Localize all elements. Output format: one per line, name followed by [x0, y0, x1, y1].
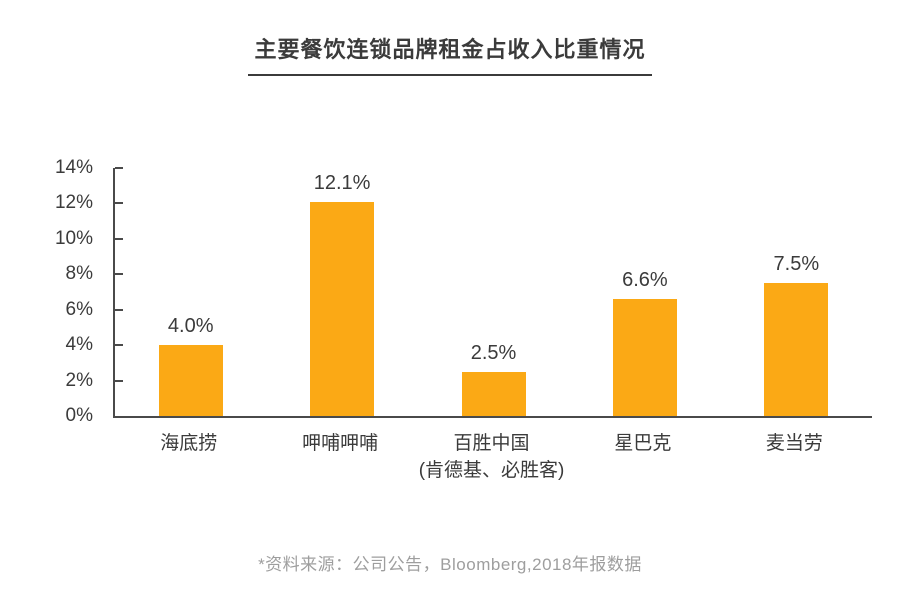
category-label: 百胜中国 (肯德基、必胜客) — [416, 430, 567, 484]
y-axis-tick-label: 14% — [54, 157, 93, 178]
category-label-sub: (肯德基、必胜客) — [418, 460, 565, 481]
y-axis-tick — [115, 273, 123, 276]
category-label: 麦当劳 — [719, 430, 870, 484]
category-label: 海底捞 — [113, 430, 264, 484]
category-label-main: 麦当劳 — [765, 433, 823, 454]
bar-slot: 7.5% — [721, 168, 872, 416]
y-axis-tick-label: 10% — [54, 227, 93, 249]
y-axis-tick — [115, 167, 123, 169]
bar-value-label: 4.0% — [167, 315, 214, 338]
y-axis-tick-label: 6% — [65, 298, 93, 320]
y-axis-labels: 0% 2% 4% 6% 8% 10% 12% 14% — [0, 157, 105, 426]
bar-value-label: 2.5% — [470, 341, 517, 364]
y-axis-tick-label: 12% — [54, 192, 93, 214]
plot-area: 4.0% 12.1% 2.5% 6.6% 7.5% — [113, 167, 872, 418]
y-axis-tick — [115, 344, 123, 347]
y-axis-tick — [115, 308, 123, 311]
chart-title-wrap: 主要餐饮连锁品牌租金占收入比重情况 — [0, 32, 900, 76]
bar — [310, 201, 375, 416]
category-labels-row: 海底捞 呷哺呷哺 百胜中国 (肯德基、必胜客) 星巴克 麦当劳 — [113, 430, 870, 484]
category-label: 呷哺呷哺 — [264, 430, 415, 484]
bar — [764, 283, 829, 416]
bar-slot: 4.0% — [115, 168, 266, 416]
bar — [158, 345, 223, 416]
y-axis-tick-label: 4% — [65, 334, 93, 356]
bar-value-label: 12.1% — [313, 171, 371, 194]
category-label: 星巴克 — [567, 430, 718, 484]
category-label-main: 海底捞 — [160, 433, 218, 454]
y-axis-tick-label: 0% — [65, 405, 93, 426]
bar-chart: 0% 2% 4% 6% 8% 10% 12% 14% 4.0% 12.1% 2.5% 6.6% 7.5… — [0, 157, 872, 484]
bar-slot: 6.6% — [569, 168, 720, 416]
y-axis-tick-label: 8% — [65, 263, 93, 285]
y-axis-tick — [115, 202, 123, 205]
chart-title: 主要餐饮连锁品牌租金占收入比重情况 — [248, 32, 652, 76]
source-note: *资料来源：公司公告，Bloomberg,2018年报数据 — [258, 555, 642, 574]
y-axis-tick — [115, 237, 123, 240]
y-axis-tick-label: 2% — [65, 369, 93, 391]
bar-slot: 2.5% — [418, 168, 569, 416]
category-label-main: 百胜中国 — [453, 433, 530, 454]
bar-value-label: 7.5% — [773, 253, 820, 276]
category-label-main: 呷哺呷哺 — [302, 433, 379, 454]
bar — [612, 299, 677, 416]
y-axis-tick — [115, 379, 123, 382]
category-label-main: 星巴克 — [614, 433, 672, 454]
bar-slot: 12.1% — [266, 168, 417, 416]
bars-container: 4.0% 12.1% 2.5% 6.6% 7.5% — [115, 168, 872, 416]
bar — [461, 371, 526, 416]
bar-value-label: 6.6% — [622, 269, 668, 292]
